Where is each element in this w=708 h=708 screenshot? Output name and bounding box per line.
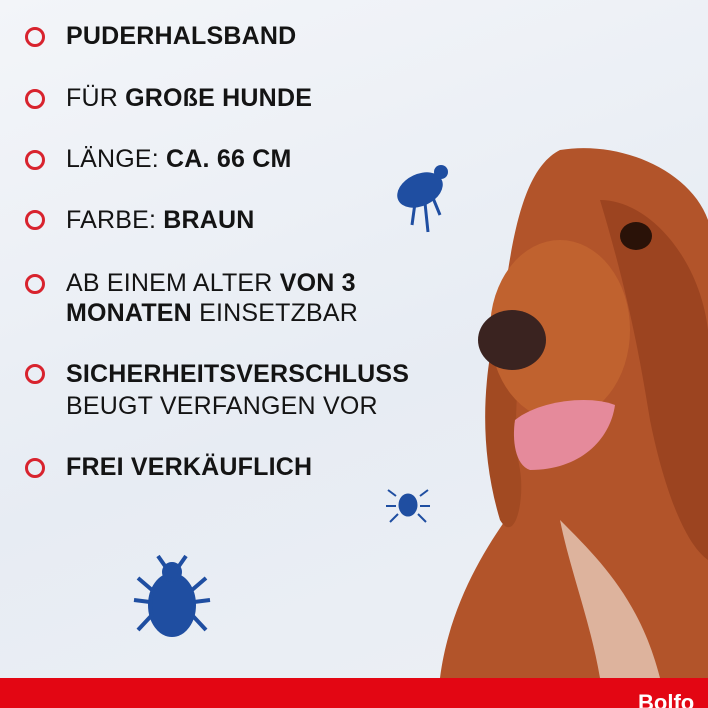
footer-bar: [0, 678, 708, 708]
feature-text: CA. 66 CM: [166, 145, 292, 173]
feature-line: MONATEN EINSETZBAR: [66, 298, 358, 328]
feature-line: BEUGT VERFANGEN VOR: [66, 391, 378, 421]
dog: [440, 148, 708, 678]
bullet: [25, 89, 45, 109]
bullet: [25, 210, 45, 230]
bullet: [25, 458, 45, 478]
brand-logo: Bolfo: [638, 690, 695, 708]
feature-text: PUDERHALSBAND: [66, 22, 297, 50]
feature-line: SICHERHEITSVERSCHLUSS: [66, 359, 409, 389]
feature-text: FARBE:: [66, 206, 164, 234]
feature-text: FREI VERKÄUFLICH: [66, 453, 313, 481]
bullet: [25, 364, 45, 384]
feature-line: FREI VERKÄUFLICH: [66, 452, 312, 482]
feature-text: EINSETZBAR: [191, 299, 359, 327]
feature-text: SICHERHEITSVERSCHLUSS: [66, 360, 410, 388]
feature-line: FARBE: BRAUN: [66, 205, 255, 235]
feature-text: BRAUN: [163, 206, 255, 234]
small-tick: [386, 489, 430, 523]
feature-text: GROßE HUNDE: [125, 84, 313, 112]
feature-text: FÜR: [66, 84, 126, 112]
large-tick: [133, 554, 211, 637]
feature-line: FÜR GROßE HUNDE: [66, 83, 312, 113]
bullet: [25, 27, 45, 47]
feature-line: LÄNGE: CA. 66 CM: [66, 144, 291, 174]
bullet: [25, 150, 45, 170]
bullet: [25, 274, 45, 294]
feature-line: PUDERHALSBAND: [66, 21, 296, 51]
feature-text: AB EINEM ALTER: [66, 269, 280, 297]
flea: [397, 165, 448, 233]
feature-text: VON 3: [279, 269, 356, 297]
feature-text: BEUGT VERFANGEN VOR: [66, 392, 378, 420]
feature-text: LÄNGE:: [66, 145, 167, 173]
feature-line: AB EINEM ALTER VON 3: [66, 268, 356, 298]
feature-text: MONATEN: [66, 299, 192, 327]
